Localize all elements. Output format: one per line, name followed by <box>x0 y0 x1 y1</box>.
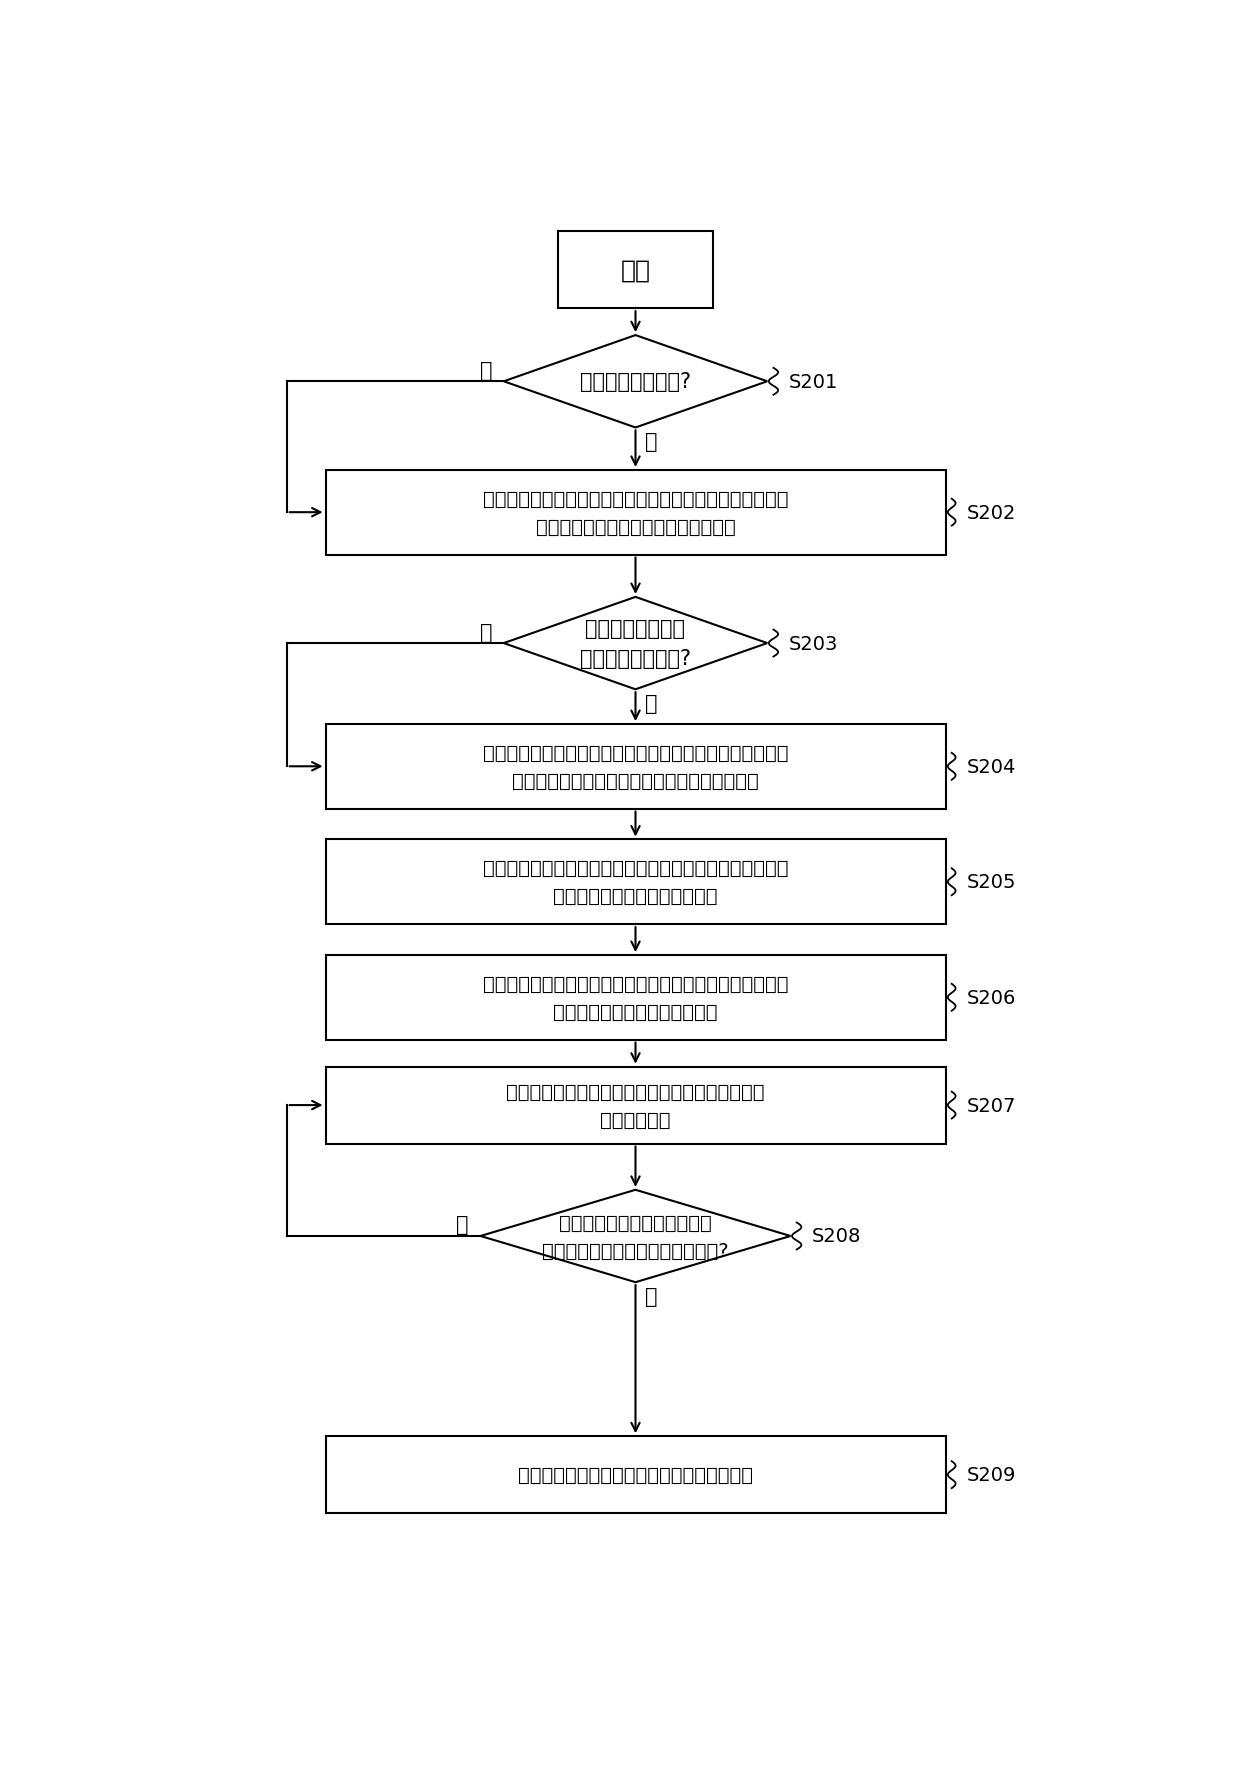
Bar <box>325 470 945 555</box>
Bar <box>325 725 945 808</box>
Text: 第一温度差值大于
第一预设温差阈值?: 第一温度差值大于 第一预设温差阈值? <box>580 619 691 668</box>
Text: 空调需要进行除霜?: 空调需要进行除霜? <box>580 372 691 392</box>
Text: 根据室内盘管温度与第三预设温度的第一温度差值获取第一
室外风机目标降速值和第一室内风机目标降速值: 根据室内盘管温度与第三预设温度的第一温度差值获取第一 室外风机目标降速值和第一室… <box>482 743 789 791</box>
Bar <box>325 840 945 924</box>
Text: 是: 是 <box>645 693 657 715</box>
Text: 开始: 开始 <box>620 259 651 282</box>
Text: 获得室外换热器的室外盘管温度、冷媒出液温度和
上部壳体温度: 获得室外换热器的室外盘管温度、冷媒出液温度和 上部壳体温度 <box>506 1082 765 1129</box>
Text: 否: 否 <box>456 1215 469 1234</box>
Text: 控制停止减小室外风机和室内风机的运行转速: 控制停止减小室外风机和室内风机的运行转速 <box>518 1464 753 1484</box>
Bar <box>325 956 945 1041</box>
Bar <box>325 1436 945 1514</box>
Bar <box>558 232 713 309</box>
Text: 基于室内风机的当前运行转速，控制按照第一室内风机目标
降速值减小室内风机的运行转速: 基于室内风机的当前运行转速，控制按照第一室内风机目标 降速值减小室内风机的运行转… <box>482 973 789 1021</box>
Text: S203: S203 <box>789 635 838 652</box>
Text: S209: S209 <box>967 1464 1017 1484</box>
Text: S208: S208 <box>812 1227 862 1246</box>
Text: 基于室外风机的当前运行转速，控制按照第一室外风机目标
降速值减小室外风机的运行转速: 基于室外风机的当前运行转速，控制按照第一室外风机目标 降速值减小室外风机的运行转… <box>482 858 789 906</box>
Bar <box>325 1067 945 1144</box>
Text: 室外盘管温度、冷媒出液温度
和上部壳体温度满足除霜退出条件?: 室外盘管温度、冷媒出液温度 和上部壳体温度满足除霜退出条件? <box>542 1213 729 1261</box>
Text: S207: S207 <box>967 1096 1017 1115</box>
Text: S202: S202 <box>967 504 1017 523</box>
Polygon shape <box>503 598 768 690</box>
Text: 否: 否 <box>480 360 492 381</box>
Text: 获得空调本次开机运行后记录的室外换热器的上部壳体温度
最大值与上部壳体温度的第一温度差值: 获得空调本次开机运行后记录的室外换热器的上部壳体温度 最大值与上部壳体温度的第一… <box>482 489 789 537</box>
Text: S201: S201 <box>789 372 838 392</box>
Polygon shape <box>503 335 768 429</box>
Text: S204: S204 <box>967 757 1017 777</box>
Text: S206: S206 <box>967 988 1017 1007</box>
Text: 是: 是 <box>645 1287 657 1307</box>
Text: 否: 否 <box>480 622 492 642</box>
Polygon shape <box>481 1190 791 1282</box>
Text: 是: 是 <box>645 433 657 452</box>
Text: S205: S205 <box>967 872 1017 892</box>
